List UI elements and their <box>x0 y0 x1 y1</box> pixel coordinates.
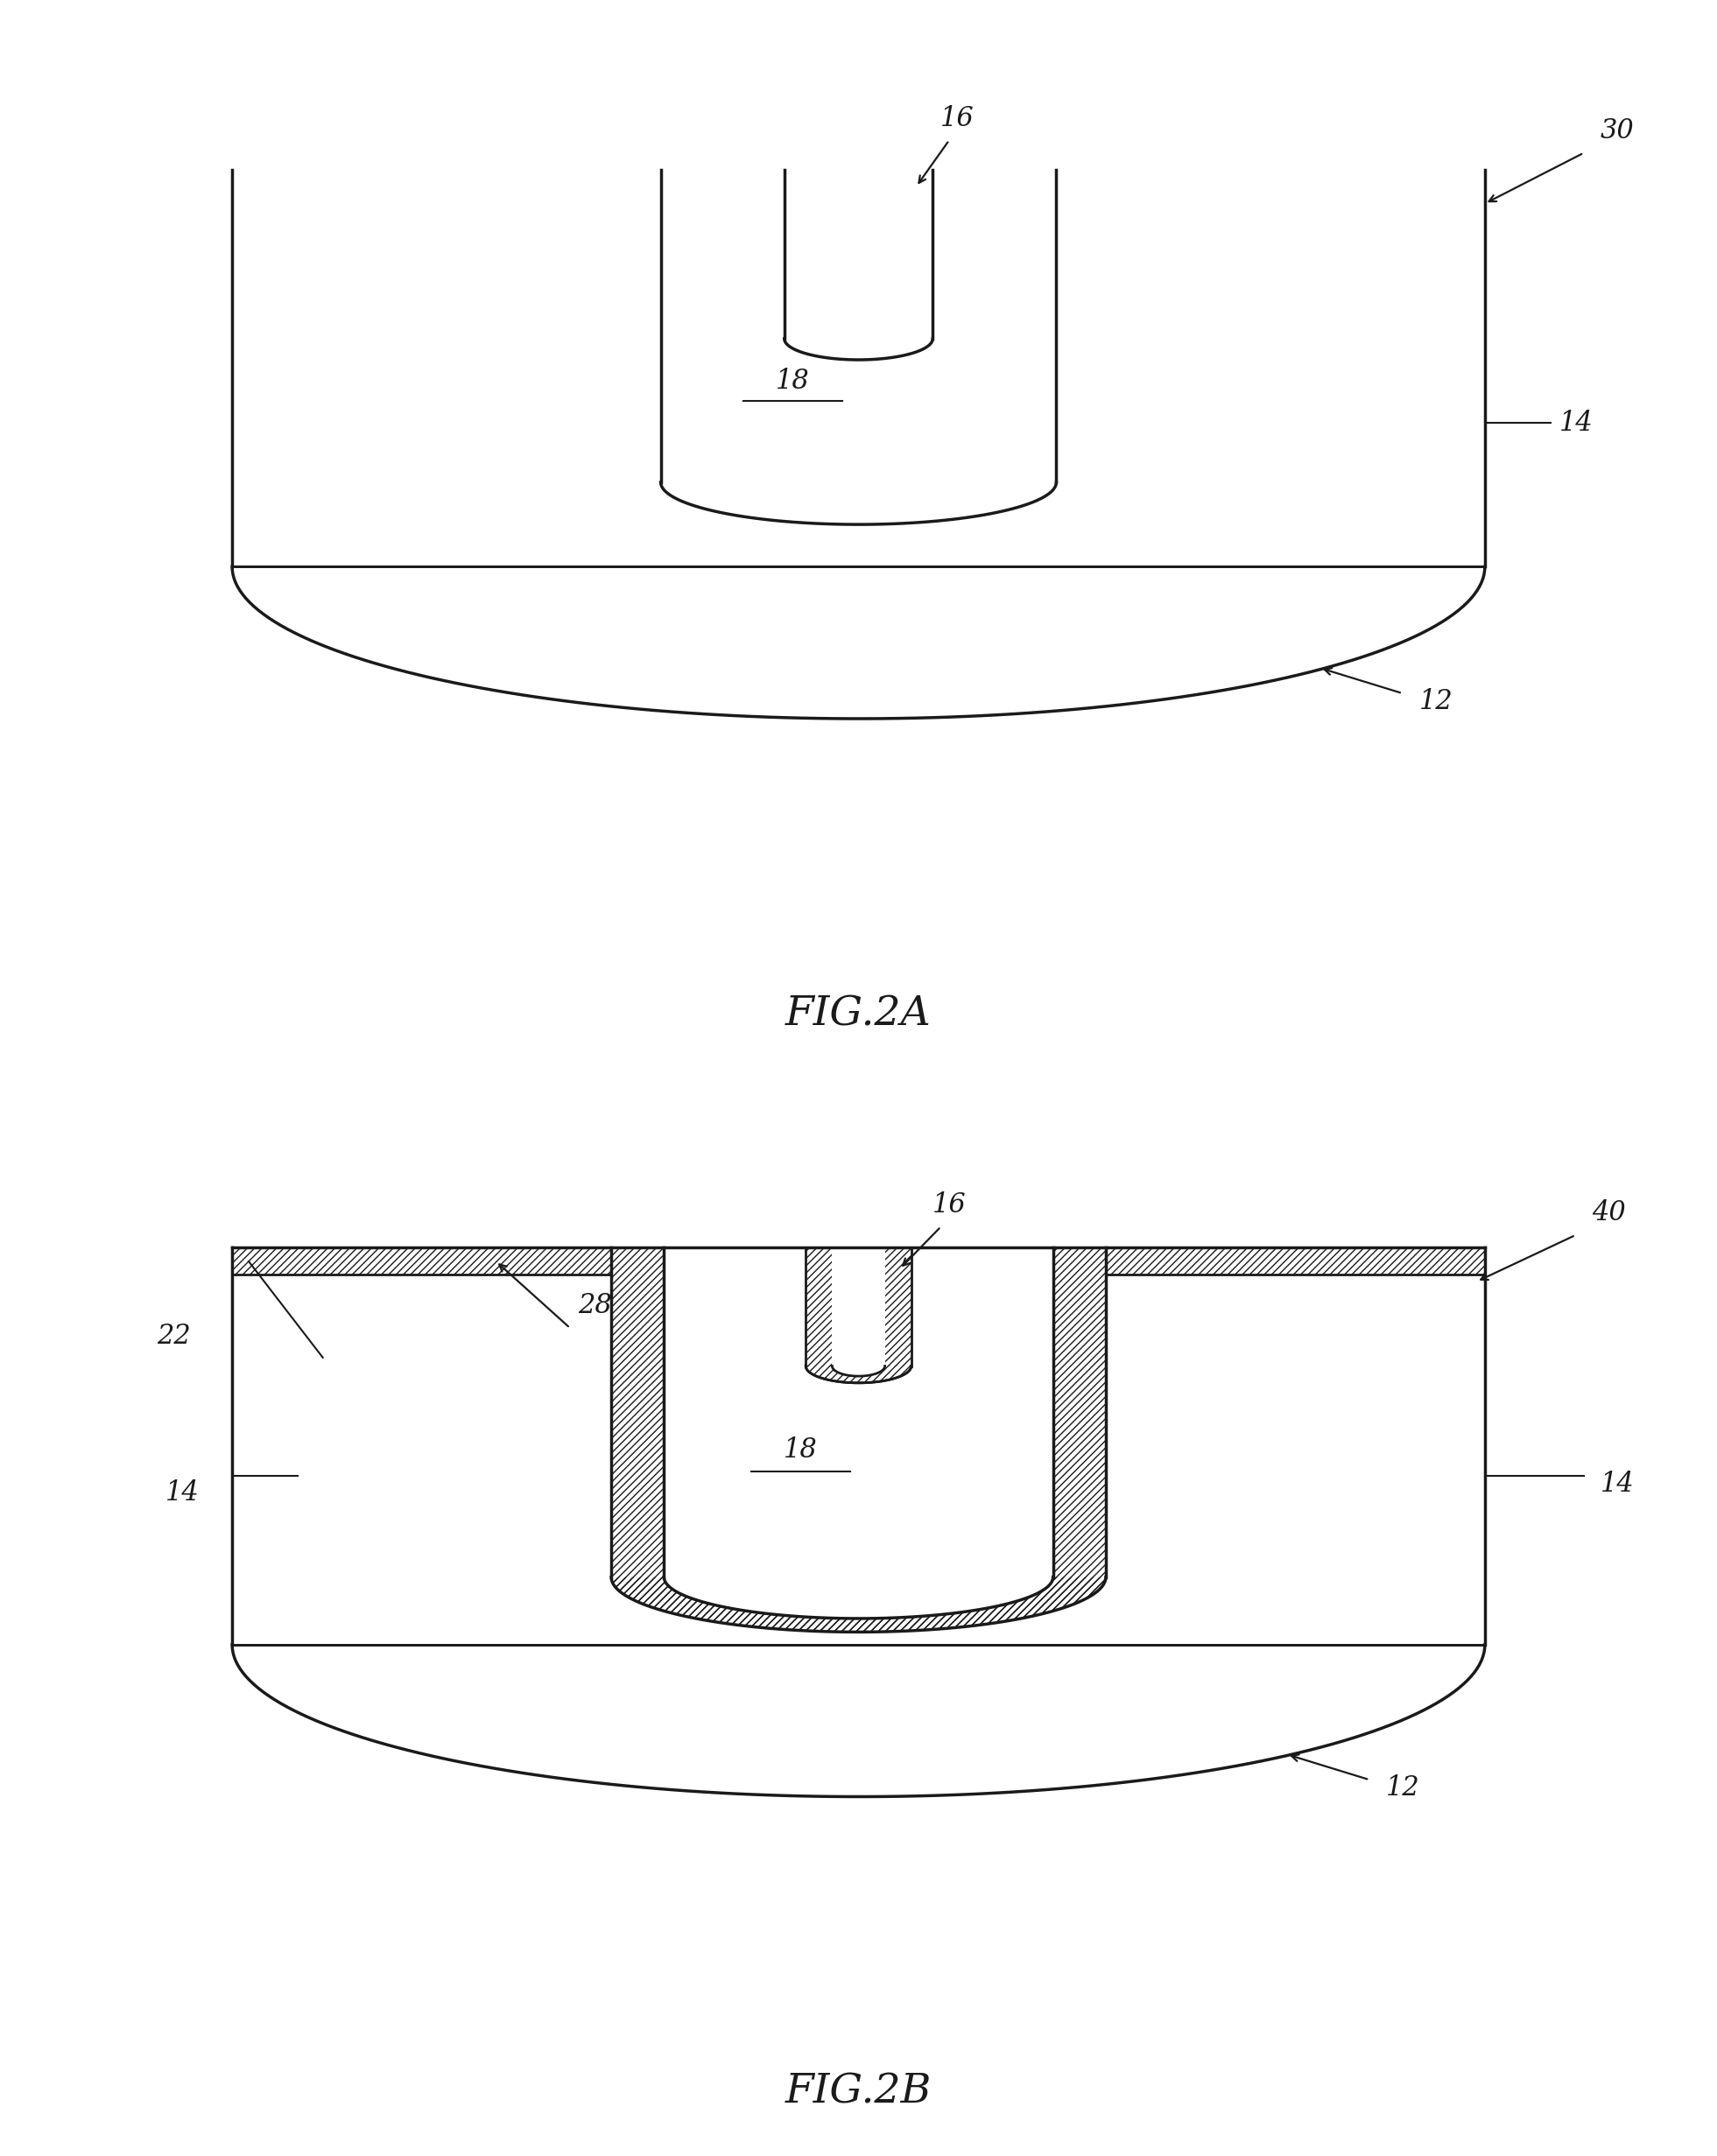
Text: 16: 16 <box>932 1190 967 1218</box>
Text: 14: 14 <box>165 1479 199 1507</box>
Text: 28: 28 <box>579 1291 613 1319</box>
Text: 22: 22 <box>156 1324 191 1350</box>
Text: 12: 12 <box>1386 1774 1420 1802</box>
Bar <box>1106 1248 1485 1274</box>
Text: 18: 18 <box>776 367 809 395</box>
Text: 40: 40 <box>1592 1199 1626 1227</box>
Text: 14: 14 <box>1559 410 1593 438</box>
Text: 16: 16 <box>941 106 974 132</box>
Text: 14: 14 <box>1600 1470 1635 1498</box>
Text: 18: 18 <box>785 1436 817 1464</box>
Text: 30: 30 <box>1600 116 1635 144</box>
Text: FIG.2B: FIG.2B <box>785 2072 932 2113</box>
Text: FIG.2A: FIG.2A <box>785 994 932 1035</box>
Text: 12: 12 <box>1418 688 1453 716</box>
Bar <box>232 1248 611 1274</box>
